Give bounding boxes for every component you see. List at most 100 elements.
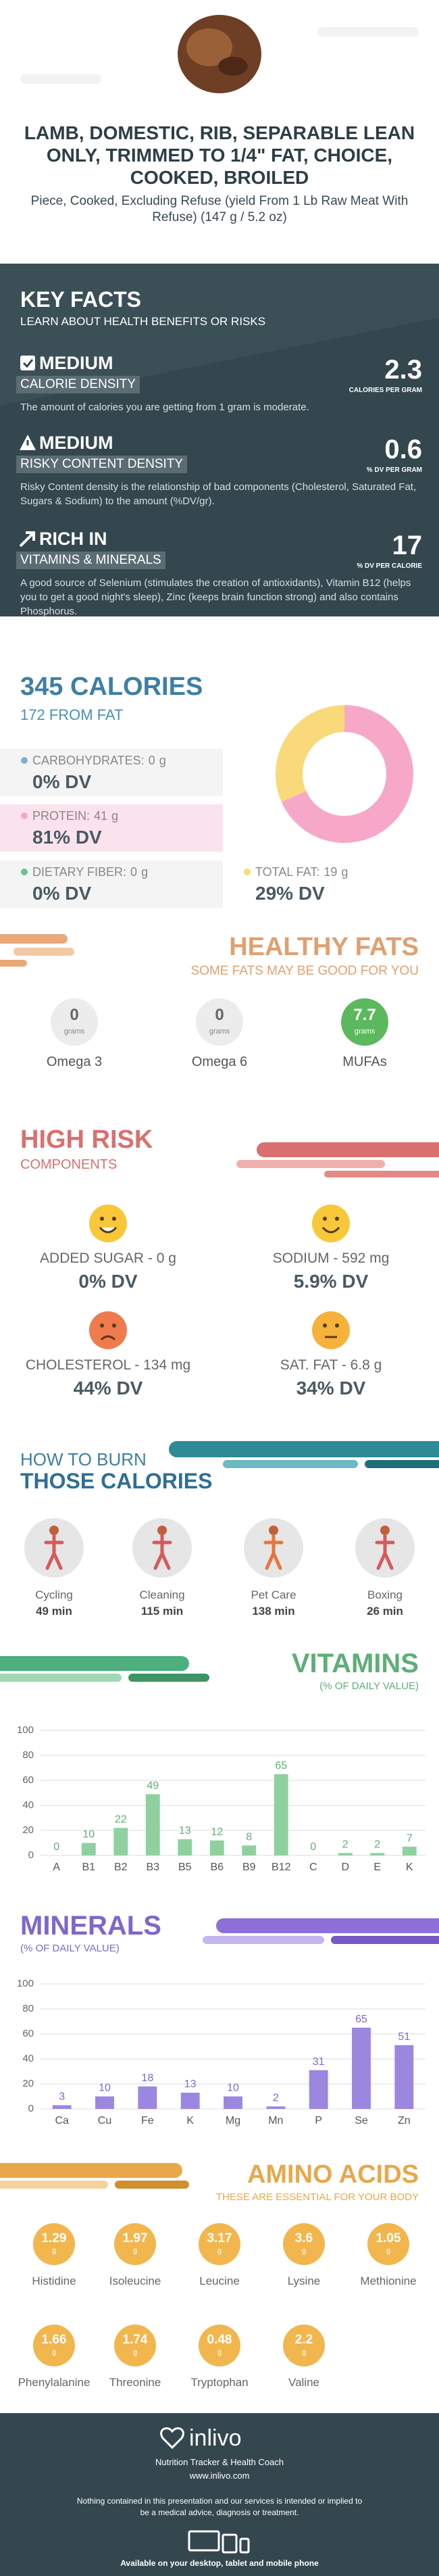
face-icon [312, 1311, 350, 1349]
macro-label: PROTEIN: 41 g [32, 809, 118, 823]
value-label: 12 [211, 1826, 223, 1838]
stripe [169, 1441, 439, 1457]
stripe [0, 934, 68, 944]
amino-value: 3.6 [294, 2231, 313, 2245]
fact-unit: CALORIES PER GRAM [348, 387, 422, 394]
amino-circle [283, 2325, 325, 2366]
face-eye [323, 1323, 327, 1328]
x-tick-label: B3 [146, 1862, 159, 1873]
face-eye [112, 1323, 116, 1328]
amino-circle [114, 2223, 156, 2265]
face-eye [335, 1323, 339, 1328]
stripe [128, 1674, 209, 1682]
bar [242, 1845, 257, 1855]
stripe [0, 960, 27, 967]
face-mouth [99, 1226, 118, 1234]
x-tick-label: D [341, 1862, 349, 1873]
disclaimer: Nothing contained in this presentation a… [76, 2496, 363, 2518]
section-title: AMINO ACIDS [247, 2160, 419, 2189]
amino-circle [199, 2223, 240, 2265]
bar [113, 1828, 128, 1855]
stripe [216, 1918, 439, 1933]
section-subtitle: THOSE CALORIES [20, 1469, 213, 1493]
value-label: 2 [273, 2093, 279, 2104]
bar [370, 1853, 385, 1855]
amino-name: Isoleucine [109, 2275, 161, 2287]
bar [338, 1853, 353, 1855]
amino-unit: g [217, 2247, 222, 2255]
section-title: HIGH RISK [20, 1125, 153, 1154]
x-tick-label: B2 [114, 1862, 128, 1873]
activity-figure [157, 1526, 167, 1535]
value-label: 10 [82, 1829, 95, 1841]
fact-title: VITAMINS & MINERALS [16, 552, 165, 569]
icon [20, 356, 35, 370]
stripe [0, 1674, 122, 1682]
y-tick-label: 100 [17, 1724, 34, 1736]
activity-time: 26 min [367, 1605, 403, 1618]
device-icon [239, 2537, 250, 2554]
amino-circle [114, 2325, 156, 2366]
amino-unit: g [132, 2247, 138, 2255]
x-tick-label: B12 [272, 1862, 291, 1873]
fat-value: 7.7 [353, 1006, 376, 1024]
x-tick-label: B6 [210, 1862, 224, 1873]
amino-circle [33, 2223, 75, 2265]
chart-subtitle: (% OF DAILY VALUE) [20, 1943, 120, 1954]
activity-time: 49 min [36, 1605, 72, 1618]
section-title: KEY FACTS [20, 287, 141, 312]
stripe [0, 2163, 182, 2178]
website: www.inlivo.com [189, 2471, 250, 2481]
bar [224, 2096, 242, 2109]
activity-name: Pet Care [251, 1588, 296, 1601]
fat-name: Omega 3 [46, 1054, 103, 1069]
fact-level: MEDIUM [39, 353, 113, 373]
fat-unit: grams [209, 1027, 230, 1036]
value-label: 65 [355, 2014, 367, 2025]
x-tick-label: C [309, 1862, 317, 1873]
icon [26, 440, 29, 445]
value-label: 2 [374, 1839, 380, 1851]
y-tick-label: 60 [22, 1774, 34, 1786]
value-label: 65 [275, 1760, 287, 1772]
amino-circle [367, 2223, 409, 2265]
bar [52, 2105, 72, 2109]
macro-name: CARBOHYDRATES: [32, 754, 145, 767]
value-label: 0 [310, 1841, 316, 1853]
activity-figure [152, 1534, 172, 1570]
fat-name: MUFAs [342, 1054, 387, 1069]
device-icon [188, 2530, 220, 2552]
band [0, 749, 223, 796]
value-label: 10 [99, 2083, 111, 2094]
value-label: 8 [246, 1831, 252, 1843]
band [0, 804, 223, 852]
fact-title: CALORIE DENSITY [16, 376, 140, 393]
fact-value: 0.6 [384, 435, 422, 464]
fact-unit: % DV PER CALORIE [357, 562, 422, 570]
bar [274, 1774, 288, 1855]
amino-unit: g [51, 2348, 57, 2356]
section-title: HOW TO BURN [20, 1449, 147, 1469]
amino-name: Valine [288, 2376, 319, 2389]
amino-name: Leucine [199, 2275, 240, 2287]
macro-amount: 0 [130, 865, 138, 879]
availability: Available on your desktop, tablet and mo… [120, 2558, 319, 2568]
value-label: 2 [342, 1839, 348, 1851]
risk-dv: 44% DV [73, 1378, 143, 1399]
stripe [115, 2181, 189, 2189]
macro-name: TOTAL FAT: [255, 865, 320, 879]
decor [20, 74, 101, 84]
decor [317, 27, 419, 37]
fact-level: RICH IN [39, 529, 107, 549]
chart-title: MINERALS [20, 1911, 161, 1941]
y-tick-label: 80 [22, 2003, 34, 2014]
amino-name: Methionine [360, 2275, 417, 2287]
fact-unit: % DV PER GRAM [366, 466, 422, 474]
activity-time: 115 min [140, 1605, 184, 1618]
x-tick-label: E [373, 1862, 381, 1873]
stripe [324, 1171, 439, 1177]
face-mouth [321, 1226, 340, 1234]
stripe [331, 1936, 439, 1944]
section-subtitle: LEARN ABOUT HEALTH BENEFITS OR RISKS [20, 315, 266, 328]
fact-description: The amount of calories you are getting f… [20, 402, 309, 413]
